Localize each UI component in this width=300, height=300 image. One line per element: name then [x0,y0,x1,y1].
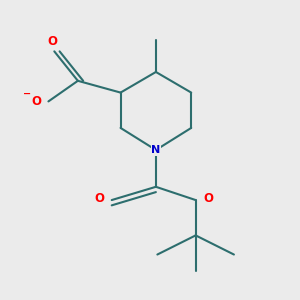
Text: O: O [47,35,57,48]
Text: N: N [151,145,160,155]
Text: O: O [203,192,213,205]
Text: O: O [31,95,41,108]
Text: −: − [23,89,31,99]
Text: O: O [94,192,104,205]
